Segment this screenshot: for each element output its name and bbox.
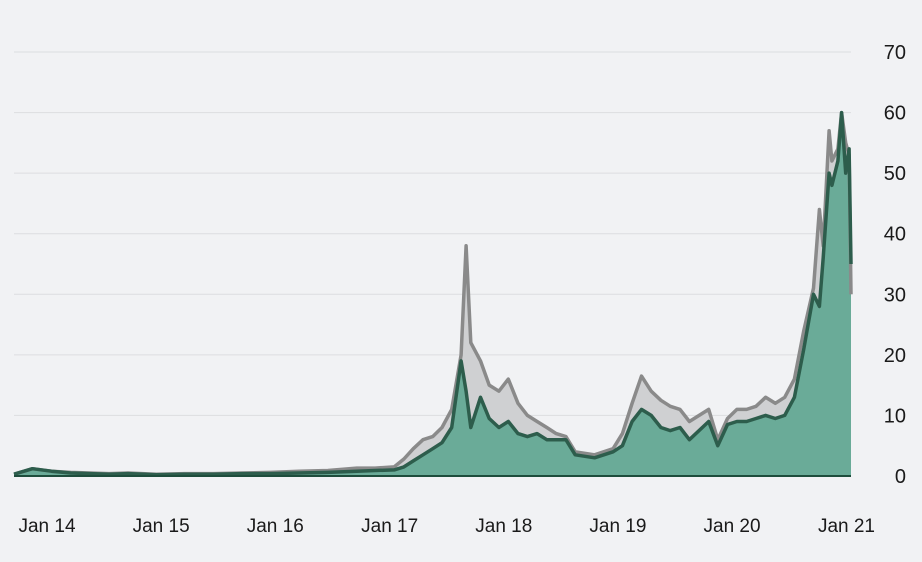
green-series-area bbox=[14, 112, 851, 476]
x-tick-label: Jan 16 bbox=[247, 516, 304, 537]
x-tick-label: Jan 14 bbox=[18, 516, 75, 537]
y-tick-label: 10 bbox=[884, 405, 906, 427]
x-axis: Jan 14 Jan 15 Jan 16 Jan 17 Jan 18 Jan 1… bbox=[18, 516, 875, 537]
x-tick-label: Jan 15 bbox=[133, 516, 190, 537]
y-tick-label: 50 bbox=[884, 163, 906, 185]
y-axis: 0 10 20 30 40 50 60 70 bbox=[884, 42, 906, 488]
y-tick-label: 60 bbox=[884, 103, 906, 125]
x-tick-label: Jan 17 bbox=[361, 516, 418, 537]
y-tick-label: 40 bbox=[884, 224, 906, 246]
green-series-line bbox=[13, 110, 853, 477]
y-tick-label: 30 bbox=[884, 284, 906, 306]
gray-series-area bbox=[14, 112, 851, 476]
x-tick-label: Jan 18 bbox=[475, 516, 532, 537]
y-tick-label: 20 bbox=[884, 345, 906, 367]
y-tick-label: 70 bbox=[884, 42, 906, 64]
grid bbox=[14, 51, 851, 477]
x-tick-label: Jan 20 bbox=[704, 516, 761, 537]
y-tick-label: 0 bbox=[895, 466, 906, 488]
x-tick-label: Jan 19 bbox=[589, 516, 646, 537]
x-tick-label: Jan 21 bbox=[818, 516, 875, 537]
